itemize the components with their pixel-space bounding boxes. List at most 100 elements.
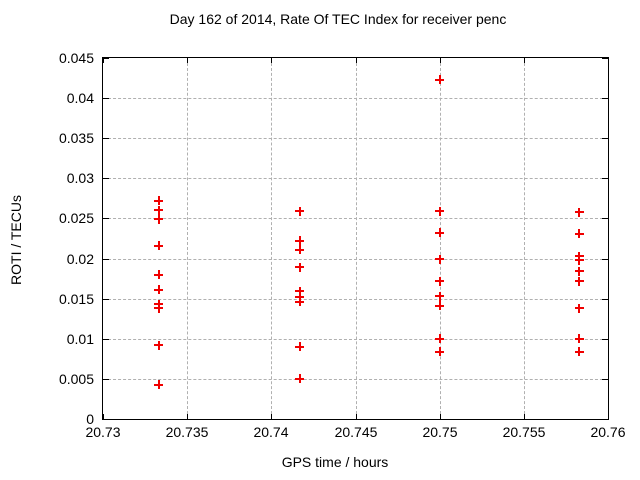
x-tick-mark (608, 414, 609, 419)
y-tick-mark (602, 299, 608, 300)
horizontal-gridline (103, 218, 608, 219)
data-point-marker (295, 374, 305, 384)
x-tick-mark (608, 58, 609, 63)
y-tick-mark (103, 178, 109, 179)
data-point-marker (435, 206, 445, 216)
data-point-marker (295, 286, 305, 296)
x-tick-mark (524, 414, 525, 419)
horizontal-gridline (103, 138, 608, 139)
data-point-marker (574, 266, 584, 276)
data-point-marker (154, 214, 164, 224)
y-tick-label: 0.045 (58, 50, 94, 66)
plot-area (102, 57, 609, 420)
y-tick-label: 0.02 (66, 251, 94, 267)
y-tick-mark (602, 98, 608, 99)
data-point-marker (574, 276, 584, 286)
horizontal-gridline (103, 178, 608, 179)
y-tick-mark (602, 379, 608, 380)
y-tick-mark (602, 218, 608, 219)
vertical-gridline (356, 58, 357, 419)
data-point-marker (574, 207, 584, 217)
x-tick-mark (103, 414, 104, 419)
y-tick-mark (103, 299, 109, 300)
data-point-marker (435, 254, 445, 264)
vertical-gridline (187, 58, 188, 419)
y-tick-mark (602, 419, 608, 420)
x-tick-label: 20.745 (334, 424, 378, 440)
x-tick-label: 20.74 (253, 424, 289, 440)
x-tick-mark (440, 58, 441, 63)
y-tick-label: 0.005 (58, 371, 94, 387)
data-point-marker (435, 75, 445, 85)
data-point-marker (435, 334, 445, 344)
y-tick-mark (103, 218, 109, 219)
horizontal-gridline (103, 259, 608, 260)
data-point-marker (574, 255, 584, 265)
x-tick-mark (103, 58, 104, 63)
data-point-marker (154, 285, 164, 295)
y-tick-mark (103, 339, 109, 340)
data-point-marker (435, 291, 445, 301)
data-point-marker (154, 380, 164, 389)
y-tick-mark (602, 178, 608, 179)
data-point-marker (154, 196, 164, 206)
x-tick-label: 20.73 (85, 424, 121, 440)
data-point-marker (295, 292, 305, 302)
y-tick-mark (602, 259, 608, 260)
x-tick-mark (524, 58, 525, 63)
x-tick-label: 20.735 (165, 424, 209, 440)
x-tick-mark (187, 414, 188, 419)
y-tick-label: 0.035 (58, 130, 94, 146)
horizontal-gridline (103, 339, 608, 340)
data-point-marker (295, 206, 305, 216)
horizontal-gridline (103, 299, 608, 300)
data-point-marker (435, 347, 445, 357)
data-point-marker (574, 303, 584, 313)
data-point-marker (574, 347, 584, 357)
vertical-gridline (440, 58, 441, 419)
x-tick-mark (187, 58, 188, 63)
y-tick-mark (103, 419, 109, 420)
y-tick-mark (103, 138, 109, 139)
data-point-marker (435, 276, 445, 286)
data-point-marker (435, 228, 445, 238)
data-point-marker (295, 262, 305, 272)
x-tick-label: 20.76 (590, 424, 626, 440)
y-tick-label: 0.025 (58, 210, 94, 226)
x-tick-mark (271, 58, 272, 63)
x-tick-label: 20.75 (422, 424, 458, 440)
y-tick-mark (103, 259, 109, 260)
data-point-marker (154, 205, 164, 215)
data-point-marker (295, 297, 305, 307)
y-tick-mark (602, 58, 608, 59)
data-point-marker (154, 340, 164, 350)
data-point-marker (295, 342, 305, 352)
x-axis-label: GPS time / hours (281, 454, 389, 470)
y-tick-mark (602, 339, 608, 340)
y-tick-mark (103, 379, 109, 380)
x-tick-mark (356, 414, 357, 419)
vertical-gridline (524, 58, 525, 419)
data-point-marker (295, 236, 305, 246)
y-tick-mark (103, 58, 109, 59)
y-tick-label: 0.015 (58, 291, 94, 307)
data-point-marker (154, 241, 164, 251)
data-point-marker (435, 301, 445, 311)
x-tick-label: 20.755 (502, 424, 546, 440)
y-tick-label: 0.03 (66, 170, 94, 186)
y-tick-label: 0.04 (66, 90, 94, 106)
data-point-marker (574, 229, 584, 239)
data-point-marker (295, 245, 305, 255)
x-tick-mark (440, 414, 441, 419)
chart-title: Day 162 of 2014, Rate Of TEC Index for r… (169, 11, 507, 27)
x-tick-mark (356, 58, 357, 63)
y-tick-mark (602, 138, 608, 139)
data-point-marker (574, 334, 584, 344)
x-tick-mark (271, 414, 272, 419)
data-point-marker (154, 303, 164, 313)
horizontal-gridline (103, 98, 608, 99)
data-point-marker (154, 270, 164, 280)
y-tick-mark (103, 98, 109, 99)
vertical-gridline (271, 58, 272, 419)
